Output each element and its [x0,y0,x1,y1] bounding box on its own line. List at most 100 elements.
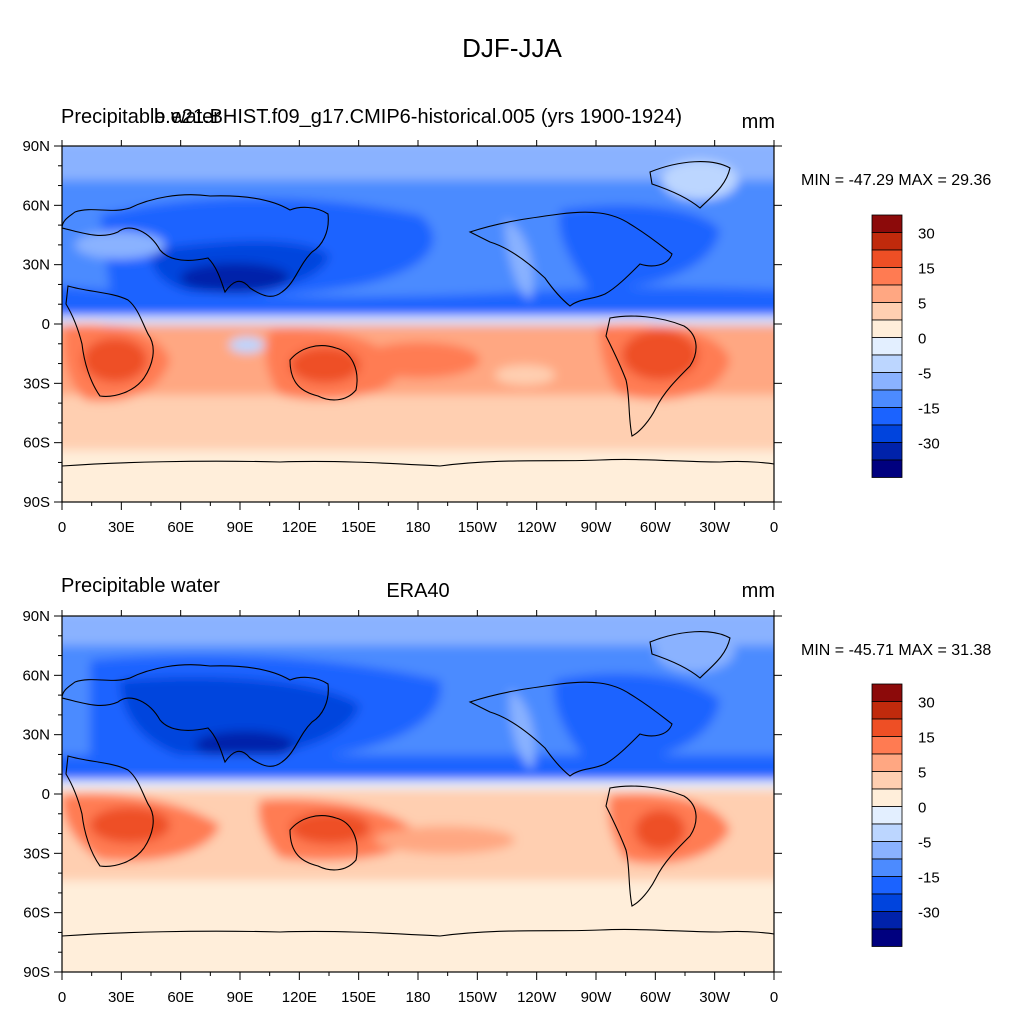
y-tick-label: 90S [23,494,50,511]
colorbar-box [871,459,903,478]
colorbar-box [871,407,903,426]
contour-pacific-warm [375,826,515,854]
colorbar-label: -15 [918,870,940,887]
contour-equator-pale [62,316,774,324]
colorbar-label: -5 [918,366,931,383]
y-tick-label: 60S [23,905,50,922]
panel-center-label: b.e21.BHIST.f09_g17.CMIP6-historical.005… [154,106,682,128]
y-tick-label: 30S [23,845,50,862]
coast-australia [289,815,358,871]
x-tick-label: 90E [227,989,254,1006]
x-tick-label: 0 [770,519,778,536]
x-tick-label: 120W [517,989,557,1006]
x-tick-label: 60W [640,989,672,1006]
contour-tibet-max [180,263,290,293]
x-axis: 0 30E 60E 90E 120E 150E 180 150W 120W 90W 60W 30W 0 [58,140,778,536]
colorbar-box [871,284,903,303]
colorbar-label: 0 [918,800,926,817]
colorbar-box [871,249,903,268]
colorbar-box [871,893,903,912]
x-tick-label: 150E [341,989,376,1006]
colorbar-box [871,683,903,702]
x-tick-label: 150E [341,519,376,536]
coast-australia [289,345,358,401]
colorbar-box [871,267,903,286]
contour-antarctic [62,455,774,502]
colorbar-label: -15 [918,401,940,418]
panel-units: mm [742,111,775,133]
x-tick-label: 30E [108,519,135,536]
y-tick-label: 60N [22,667,50,684]
colorbar-box [871,718,903,737]
colorbar-label: -30 [918,905,940,922]
contour-equator-pale [62,780,774,788]
coastlines [62,161,774,467]
contour-fills [62,616,774,972]
colorbar-box [871,389,903,408]
x-tick-label: 150W [458,519,498,536]
contour-sahara-light [75,231,165,259]
colorbar-label: 30 [918,226,935,243]
panel-left-label: Precipitable water [61,106,220,128]
contour-pacific-light [509,690,535,770]
colorbar-box [871,928,903,947]
y-tick-label: 30N [22,257,50,274]
x-tick-label: 30W [699,519,731,536]
coastlines [62,631,774,937]
contour-samerica-core [635,810,685,850]
x-tick-label: 90E [227,519,254,536]
contour-na-dark [559,205,720,290]
coast-greenland [649,161,731,209]
colorbar-box [871,858,903,877]
y-axis: 90N 60N 30N 0 30S 60S 90S [22,138,782,511]
y-tick-label: 60N [22,197,50,214]
x-tick-label: 120E [282,519,317,536]
colorbar-box [871,354,903,373]
colorbar-label: 5 [918,765,926,782]
contour-greenland [655,628,735,672]
contour-antarctic [62,930,774,972]
colorbar-box [871,806,903,825]
colorbar-box [871,823,903,842]
colorbar-box [871,372,903,391]
colorbar: 30 15 5 0 -5 -15 -30 [871,683,940,947]
colorbar-label: -5 [918,835,931,852]
colorbar-box [871,337,903,356]
panel-left-label: Precipitable water [61,575,220,597]
y-tick-label: 60S [23,435,50,452]
panel-model: Precipitable water b.e21.BHIST.f09_g17.C… [22,106,991,536]
panel-reference: Precipitable water ERA40 mm MIN = -45.71… [22,575,991,1006]
contour-tibet-max [195,731,295,759]
y-axis: 90N 60N 30N 0 30S 60S 90S [22,608,782,981]
coast-south-america [605,315,697,437]
x-tick-label: 60W [640,519,672,536]
map-field [62,616,774,972]
colorbar-box [871,771,903,790]
contour-pacific-light [505,220,534,300]
coast-north-america [468,211,673,307]
x-tick-label: 180 [405,519,430,536]
colorbar-box [871,424,903,443]
colorbar-box [871,753,903,772]
contour-greenland [662,160,738,200]
colorbar-label: 0 [918,331,926,348]
x-axis: 0 30E 60E 90E 120E 150E 180 150W 120W 90W 60W 30W 0 [58,610,778,1006]
contour-itcz-band [62,286,774,318]
colorbar-box [871,788,903,807]
panel-stats: MIN = -45.71 MAX = 31.38 [801,642,991,659]
x-tick-label: 60E [167,519,194,536]
colorbar-label: 5 [918,296,926,313]
x-tick-label: 0 [58,989,66,1006]
contour-indian-anomaly [229,337,265,353]
x-tick-label: 120W [517,519,557,536]
x-tick-label: 180 [405,989,430,1006]
x-tick-label: 0 [58,519,66,536]
colorbar-box [871,841,903,860]
contour-itcz-band [62,755,774,780]
colorbar-box [871,876,903,895]
x-tick-label: 60E [167,989,194,1006]
contour-pacific-cool [495,365,555,385]
contour-sh-mid [62,395,774,450]
contour-na-dark [554,673,720,765]
